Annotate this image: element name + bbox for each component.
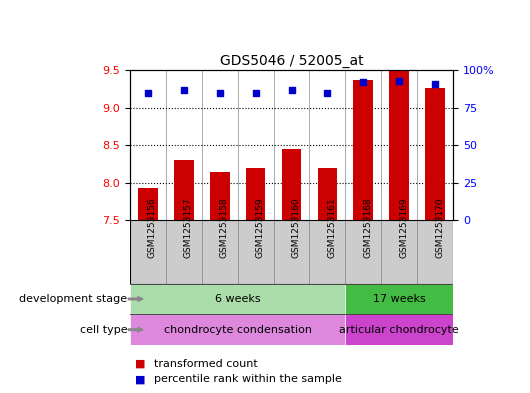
Bar [210, 172, 229, 220]
Text: ■: ■ [135, 374, 146, 384]
Bar [390, 70, 409, 220]
Bar [130, 220, 166, 284]
Bar [130, 284, 346, 314]
Text: chondrocyte condensation: chondrocyte condensation [164, 325, 312, 335]
Bar [246, 168, 266, 220]
Bar [346, 220, 381, 284]
Bar [202, 220, 237, 284]
Title: GDS5046 / 52005_at: GDS5046 / 52005_at [220, 54, 363, 68]
Bar [130, 314, 346, 345]
Point [251, 90, 260, 96]
Point [395, 78, 403, 84]
Text: transformed count: transformed count [154, 358, 258, 369]
Point [215, 90, 224, 96]
Text: cell type: cell type [80, 325, 127, 335]
Text: GSM1253156: GSM1253156 [148, 198, 157, 258]
Text: GSM1253168: GSM1253168 [364, 198, 373, 258]
Bar [417, 220, 453, 284]
Text: 17 weeks: 17 weeks [373, 294, 426, 304]
Point [359, 79, 368, 85]
Text: GSM1253161: GSM1253161 [328, 198, 337, 258]
Bar [237, 220, 273, 284]
Text: GSM1253169: GSM1253169 [399, 198, 408, 258]
Bar [273, 220, 310, 284]
Text: GSM1253160: GSM1253160 [292, 198, 301, 258]
Point [180, 86, 188, 93]
Bar [138, 188, 158, 220]
Bar [346, 284, 453, 314]
Point [431, 81, 439, 87]
Text: GSM1253170: GSM1253170 [435, 198, 444, 258]
Point [144, 90, 152, 96]
Text: development stage: development stage [19, 294, 127, 304]
Text: ■: ■ [135, 358, 146, 369]
Bar [166, 220, 202, 284]
Bar [381, 220, 417, 284]
Bar [281, 149, 302, 220]
Text: GSM1253158: GSM1253158 [219, 198, 228, 258]
Text: articular chondrocyte: articular chondrocyte [339, 325, 459, 335]
Text: GSM1253157: GSM1253157 [184, 198, 193, 258]
Bar [425, 88, 445, 220]
Bar [346, 314, 453, 345]
Bar [354, 80, 373, 220]
Point [323, 90, 332, 96]
Bar [174, 160, 193, 220]
Text: percentile rank within the sample: percentile rank within the sample [154, 374, 341, 384]
Bar [317, 168, 337, 220]
Bar [310, 220, 346, 284]
Text: 6 weeks: 6 weeks [215, 294, 260, 304]
Point [287, 86, 296, 93]
Text: GSM1253159: GSM1253159 [255, 198, 264, 258]
